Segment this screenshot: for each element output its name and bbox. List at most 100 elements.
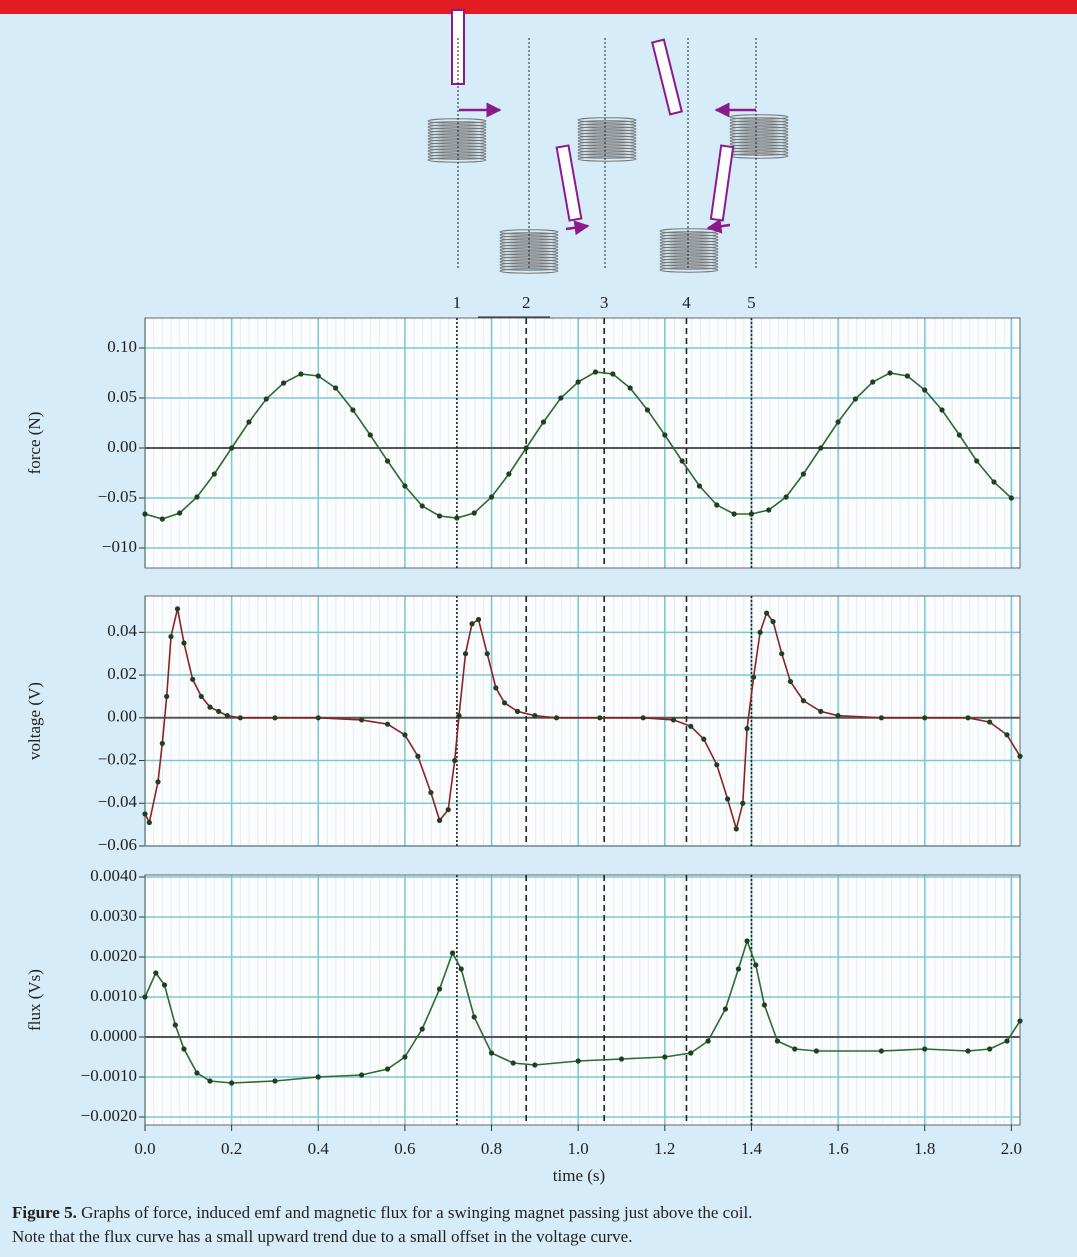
data-point xyxy=(316,715,321,720)
data-point xyxy=(764,610,769,615)
data-point xyxy=(190,677,195,682)
data-point xyxy=(922,387,927,392)
coil-turn xyxy=(660,268,718,272)
data-point xyxy=(939,407,944,412)
caption-line: Figure 5. Graphs of force, induced emf a… xyxy=(12,1203,752,1222)
arrow xyxy=(566,226,588,229)
data-point xyxy=(957,432,962,437)
data-point xyxy=(437,513,442,518)
x-tick-label: 1.0 xyxy=(568,1139,589,1158)
diagram xyxy=(428,10,788,317)
data-point xyxy=(766,507,771,512)
data-point xyxy=(801,698,806,703)
data-point xyxy=(155,779,160,784)
data-point xyxy=(987,1046,992,1051)
data-point xyxy=(264,396,269,401)
y-tick-label: 0.0040 xyxy=(90,866,137,885)
data-point xyxy=(402,1054,407,1059)
data-point xyxy=(485,651,490,656)
data-point xyxy=(1017,754,1022,759)
data-point xyxy=(160,741,165,746)
data-point xyxy=(415,754,420,759)
data-point xyxy=(142,994,147,999)
magnet xyxy=(711,146,733,221)
data-point xyxy=(511,1060,516,1065)
data-point xyxy=(385,1066,390,1071)
data-point xyxy=(723,1006,728,1011)
data-point xyxy=(181,640,186,645)
data-point xyxy=(714,502,719,507)
data-point xyxy=(194,494,199,499)
data-point xyxy=(515,709,520,714)
data-point xyxy=(818,445,823,450)
data-point xyxy=(489,494,494,499)
data-point xyxy=(593,369,598,374)
data-point xyxy=(541,419,546,424)
magnet xyxy=(652,40,682,115)
data-point xyxy=(991,479,996,484)
data-point xyxy=(745,726,750,731)
data-point xyxy=(879,1048,884,1053)
data-point xyxy=(788,679,793,684)
coil-turn xyxy=(730,154,788,158)
data-point xyxy=(740,801,745,806)
y-tick-label: 0.10 xyxy=(107,337,137,356)
data-point xyxy=(229,445,234,450)
data-point xyxy=(359,717,364,722)
data-point xyxy=(385,722,390,727)
x-tick-label: 1.4 xyxy=(741,1139,763,1158)
data-point xyxy=(175,606,180,611)
data-point xyxy=(697,483,702,488)
data-point xyxy=(420,1026,425,1031)
data-point xyxy=(164,694,169,699)
position-label: 1 xyxy=(453,293,462,312)
data-point xyxy=(619,1056,624,1061)
data-point xyxy=(446,807,451,812)
data-point xyxy=(532,1062,537,1067)
data-point xyxy=(734,826,739,831)
page: Figure 5. Graphs of force, induced emf a… xyxy=(0,0,1077,1257)
data-point xyxy=(645,407,650,412)
plot-area xyxy=(145,596,1020,846)
data-point xyxy=(1017,1018,1022,1023)
data-point xyxy=(558,395,563,400)
data-point xyxy=(662,1054,667,1059)
data-point xyxy=(194,1070,199,1075)
data-point xyxy=(472,1014,477,1019)
data-point xyxy=(402,483,407,488)
data-point xyxy=(987,719,992,724)
figure: Figure 5. Graphs of force, induced emf a… xyxy=(0,0,1077,1257)
data-point xyxy=(199,694,204,699)
y-tick-label: 0.0030 xyxy=(90,906,137,925)
x-tick-label: 1.2 xyxy=(654,1139,675,1158)
data-point xyxy=(745,938,750,943)
data-point xyxy=(814,1048,819,1053)
data-point xyxy=(736,966,741,971)
data-point xyxy=(142,511,147,516)
position-label: 2 xyxy=(522,293,531,312)
data-point xyxy=(706,1038,711,1043)
data-point xyxy=(459,966,464,971)
y-axis-label: force (N) xyxy=(25,412,44,475)
data-point xyxy=(922,715,927,720)
data-point xyxy=(753,962,758,967)
data-point xyxy=(524,445,529,450)
data-point xyxy=(238,715,243,720)
y-tick-label: 0.0020 xyxy=(90,946,137,965)
data-point xyxy=(757,630,762,635)
data-point xyxy=(212,471,217,476)
x-tick-label: 0.6 xyxy=(394,1139,415,1158)
data-point xyxy=(437,986,442,991)
data-point xyxy=(359,1072,364,1077)
data-point xyxy=(350,407,355,412)
data-point xyxy=(576,379,581,384)
y-axis-label: flux (Vs) xyxy=(25,969,44,1031)
data-point xyxy=(965,715,970,720)
y-tick-label: 0.04 xyxy=(107,621,137,640)
data-point xyxy=(818,709,823,714)
data-point xyxy=(456,713,461,718)
y-tick-label: −0.02 xyxy=(98,749,137,768)
data-point xyxy=(783,494,788,499)
data-point xyxy=(472,510,477,515)
data-point xyxy=(153,970,158,975)
